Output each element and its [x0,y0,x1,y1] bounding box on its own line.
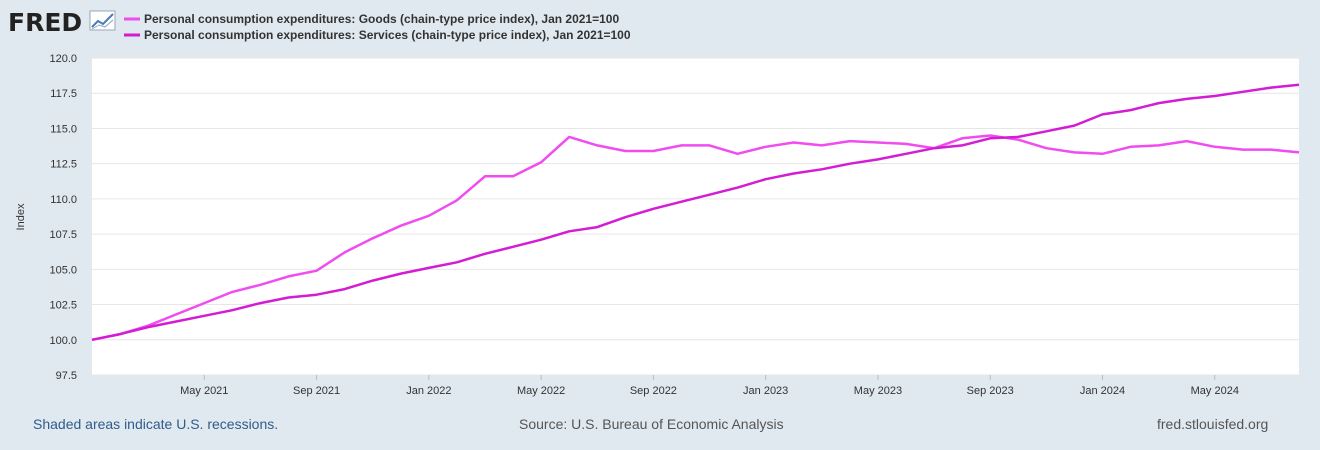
y-tick-label: 115.0 [50,123,77,135]
x-tick-label: Jan 2023 [743,385,788,397]
fred-logo-chart-icon [89,10,116,31]
site-link[interactable]: fred.stlouisfed.org [1157,416,1269,432]
x-tick-label: Sep 2022 [630,385,677,397]
x-axis-ticks: May 2021 Sep 2021 Jan 2022 May 2022 Sep 2022… [180,375,1239,397]
grid-lines [92,57,1299,376]
y-axis-title: Index [15,203,27,230]
source-text: Source: U.S. Bureau of Economic Analysis [519,416,784,432]
x-tick-label: Jan 2024 [1080,385,1125,397]
legend: Personal consumption expenditures: Goods… [124,12,631,42]
legend-item-services[interactable]: Personal consumption expenditures: Servi… [124,28,631,42]
fred-logo-text: FRED [8,8,82,37]
y-tick-label: 102.5 [49,300,77,312]
y-tick-label: 100.0 [49,335,77,347]
y-tick-label: 110.0 [50,194,77,206]
recession-note-link[interactable]: Shaded areas indicate U.S. recessions. [33,416,279,432]
x-tick-label: May 2023 [854,385,902,397]
y-tick-label: 117.5 [50,88,77,100]
fred-logo[interactable]: FRED [8,8,116,37]
x-tick-label: May 2021 [180,385,228,397]
y-tick-label: 105.0 [49,264,77,276]
x-tick-label: Sep 2023 [967,385,1014,397]
x-tick-label: May 2024 [1191,385,1239,397]
y-tick-label: 120.0 [49,53,77,65]
x-tick-label: May 2022 [517,385,565,397]
legend-label-services: Personal consumption expenditures: Servi… [144,28,631,42]
legend-label-goods: Personal consumption expenditures: Goods… [144,12,619,26]
x-tick-label: Jan 2022 [406,385,451,397]
plot-area [92,58,1299,375]
series-line-services[interactable] [91,83,1300,342]
y-axis-ticks: 120.0 117.5 115.0 112.5 110.0 107.5 105.0 102.5… [49,53,77,382]
y-tick-label: 107.5 [49,229,77,241]
series-lines [91,83,1300,342]
y-tick-label: 112.5 [50,159,77,171]
y-tick-label: 97.5 [56,370,77,382]
series-line-goods[interactable] [91,134,1300,342]
legend-item-goods[interactable]: Personal consumption expenditures: Goods… [124,12,619,26]
x-tick-label: Sep 2021 [293,385,340,397]
